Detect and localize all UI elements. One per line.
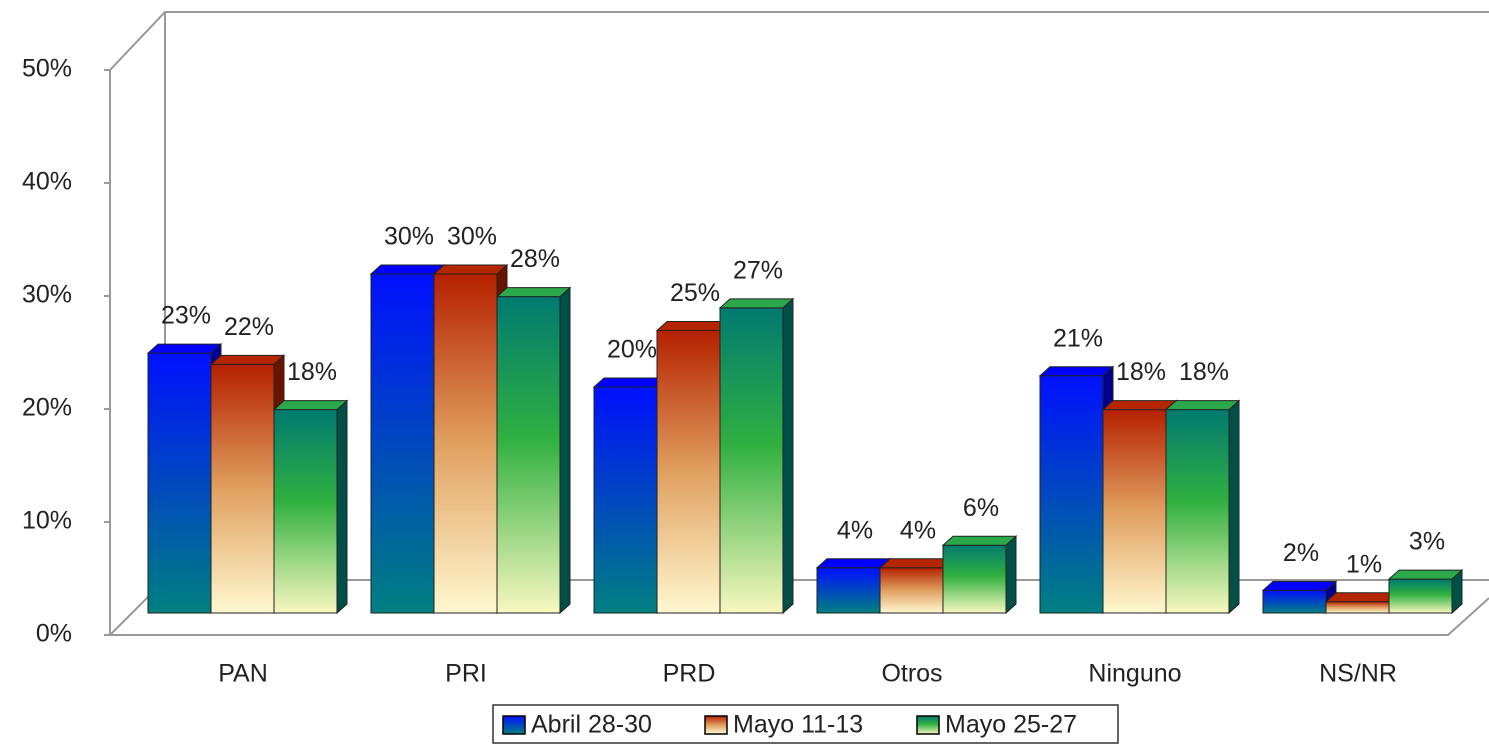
data-label: 18% — [287, 358, 337, 386]
y-tick-label: 10% — [22, 507, 72, 535]
bar-side — [782, 297, 794, 615]
bar — [1165, 409, 1230, 614]
bar-top — [1164, 400, 1241, 411]
bar — [816, 567, 881, 614]
data-label: 2% — [1283, 539, 1319, 567]
data-label: 6% — [963, 494, 999, 522]
bar — [433, 273, 498, 614]
bar — [1262, 589, 1327, 614]
bar-top — [1324, 592, 1401, 603]
legend-label: Mayo 11-13 — [733, 711, 863, 739]
bar-top — [369, 264, 446, 275]
bar-top — [272, 400, 349, 411]
x-tick-label: PRI — [445, 660, 487, 688]
bar-side — [1228, 399, 1240, 615]
data-label: 18% — [1116, 358, 1166, 386]
bar — [370, 273, 435, 614]
legend-label: Abril 28-30 — [531, 711, 652, 739]
bar-side — [559, 286, 571, 615]
bar-top — [146, 343, 223, 354]
x-tick-label: NS/NR — [1319, 660, 1397, 688]
data-label: 4% — [837, 516, 873, 544]
legend-swatch — [704, 715, 728, 735]
bar-top — [209, 354, 286, 365]
data-label: 30% — [447, 223, 497, 251]
data-label: 4% — [900, 516, 936, 544]
x-tick-label: Otros — [881, 660, 942, 688]
y-tick-label: 50% — [22, 55, 72, 83]
data-label: 28% — [510, 245, 560, 273]
x-tick-label: PRD — [663, 660, 716, 688]
bar — [1039, 375, 1104, 614]
bar-top — [592, 377, 669, 388]
data-label: 30% — [384, 223, 434, 251]
data-label: 27% — [733, 257, 783, 285]
bar — [593, 386, 658, 614]
bar-top — [941, 535, 1018, 546]
y-tick-label: 20% — [22, 394, 72, 422]
bar-top — [1261, 580, 1338, 591]
x-tick-label: Ninguno — [1088, 660, 1181, 688]
bar — [656, 330, 721, 614]
bar-top — [495, 287, 572, 298]
bar — [1388, 578, 1453, 614]
bar-top — [1038, 366, 1115, 377]
y-tick-label: 0% — [36, 620, 72, 648]
bar-top — [1387, 569, 1464, 580]
bar — [496, 296, 561, 614]
bar — [1102, 409, 1167, 614]
bar-top — [718, 298, 795, 309]
bar — [879, 567, 944, 614]
bar-top — [1101, 400, 1178, 411]
legend-label: Mayo 25-27 — [945, 711, 1077, 739]
bar-top — [432, 264, 509, 275]
data-label: 22% — [224, 313, 274, 341]
bar — [273, 409, 338, 614]
bar-top — [655, 321, 732, 331]
bar-side — [336, 399, 348, 615]
wall-edge — [109, 11, 1489, 635]
bar — [210, 363, 275, 614]
legend-box — [492, 704, 1119, 744]
data-label: 21% — [1053, 324, 1103, 352]
data-label: 1% — [1346, 550, 1382, 578]
data-label: 25% — [670, 279, 720, 307]
x-tick-label: PAN — [218, 660, 268, 688]
y-tick-label: 40% — [22, 168, 72, 196]
floor-edge — [110, 597, 1489, 636]
bar-top — [815, 558, 892, 569]
data-label: 18% — [1179, 358, 1229, 386]
data-label: 23% — [161, 302, 211, 330]
legend-swatch — [916, 715, 940, 735]
y-tick-label: 30% — [22, 281, 72, 309]
bar-side — [1005, 535, 1017, 615]
legend-swatch — [502, 715, 526, 735]
bar — [1325, 601, 1390, 614]
bar — [942, 544, 1007, 614]
bar — [719, 307, 784, 614]
data-label: 3% — [1409, 528, 1445, 556]
bar-top — [878, 558, 955, 569]
bar — [147, 352, 212, 614]
data-label: 20% — [607, 336, 657, 364]
